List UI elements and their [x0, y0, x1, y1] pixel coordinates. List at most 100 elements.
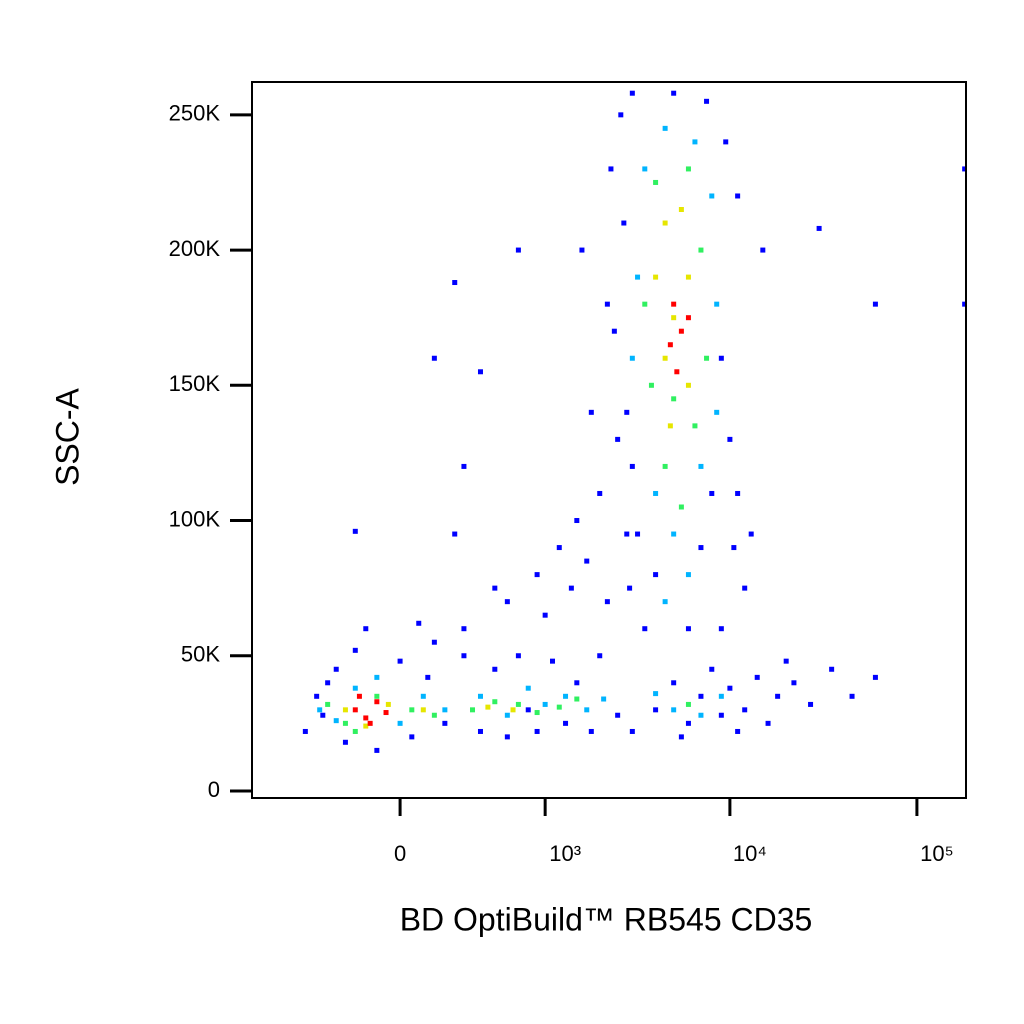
data-point [420, 707, 426, 713]
data-point [574, 518, 580, 524]
data-point [420, 693, 426, 699]
plot-points [302, 90, 966, 753]
y-tick-label: 0 [208, 777, 220, 802]
data-point [325, 680, 331, 686]
data-point [534, 572, 540, 578]
data-point [723, 139, 729, 145]
data-point [515, 701, 521, 707]
data-point [698, 463, 704, 469]
data-point [510, 707, 516, 713]
data-point [374, 693, 380, 699]
y-tick-label: 100K [169, 506, 221, 531]
data-point [662, 599, 668, 605]
data-point [615, 436, 621, 442]
data-point [416, 620, 422, 626]
data-point [709, 666, 715, 672]
data-point [742, 707, 748, 713]
data-point [718, 712, 724, 718]
data-point [352, 647, 358, 653]
data-point [317, 707, 323, 713]
data-point [704, 355, 710, 361]
y-tick-label: 150K [169, 371, 221, 396]
data-point [671, 707, 677, 713]
data-point [374, 747, 380, 753]
data-point [352, 685, 358, 691]
data-point [325, 701, 331, 707]
data-point [492, 666, 498, 672]
data-point [624, 409, 630, 415]
data-point [492, 585, 498, 591]
data-point [615, 712, 621, 718]
data-point [452, 531, 458, 537]
data-point [685, 701, 691, 707]
data-point [642, 301, 648, 307]
data-point [742, 585, 748, 591]
data-point [333, 718, 339, 724]
data-point [618, 112, 624, 118]
data-point [662, 355, 668, 361]
data-point [363, 723, 369, 729]
data-point [704, 98, 710, 104]
data-point [692, 139, 698, 145]
data-point [431, 355, 437, 361]
data-point [678, 207, 684, 213]
data-point [674, 369, 680, 375]
data-point [662, 220, 668, 226]
data-point [671, 315, 677, 321]
data-point [604, 599, 610, 605]
data-point [629, 355, 635, 361]
data-point [642, 626, 648, 632]
data-point [735, 490, 741, 496]
data-point [667, 342, 673, 348]
data-point [367, 720, 373, 726]
data-point [627, 585, 633, 591]
data-point [342, 739, 348, 745]
data-point [727, 685, 733, 691]
data-point [477, 693, 483, 699]
data-point [872, 674, 878, 680]
data-point [678, 328, 684, 334]
data-point [698, 247, 704, 253]
data-point [629, 463, 635, 469]
data-point [624, 531, 630, 537]
data-point [363, 715, 369, 721]
data-point [342, 720, 348, 726]
data-point [385, 701, 391, 707]
data-point [525, 685, 531, 691]
data-point [534, 728, 540, 734]
data-point [662, 125, 668, 131]
data-point [685, 315, 691, 321]
data-point [962, 301, 966, 307]
data-point [653, 707, 659, 713]
data-point [671, 301, 677, 307]
data-point [718, 355, 724, 361]
data-point [653, 572, 659, 578]
data-point [342, 707, 348, 713]
data-point [584, 558, 590, 564]
data-point [709, 193, 715, 199]
data-point [470, 707, 476, 713]
data-point [442, 720, 448, 726]
data-point [556, 545, 562, 551]
data-point [563, 693, 569, 699]
data-point [579, 247, 585, 253]
data-point [588, 728, 594, 734]
y-tick-label: 200K [169, 236, 221, 261]
data-point [709, 490, 715, 496]
data-point [352, 707, 358, 713]
data-point [352, 728, 358, 734]
data-point [461, 626, 467, 632]
data-point [515, 247, 521, 253]
data-point [698, 693, 704, 699]
data-point [563, 720, 569, 726]
data-point [653, 179, 659, 185]
data-point [671, 90, 677, 96]
data-point [671, 396, 677, 402]
data-point [808, 701, 814, 707]
data-point [409, 734, 415, 740]
data-point [461, 463, 467, 469]
data-point [653, 691, 659, 697]
data-point [765, 720, 771, 726]
data-point [352, 528, 358, 534]
